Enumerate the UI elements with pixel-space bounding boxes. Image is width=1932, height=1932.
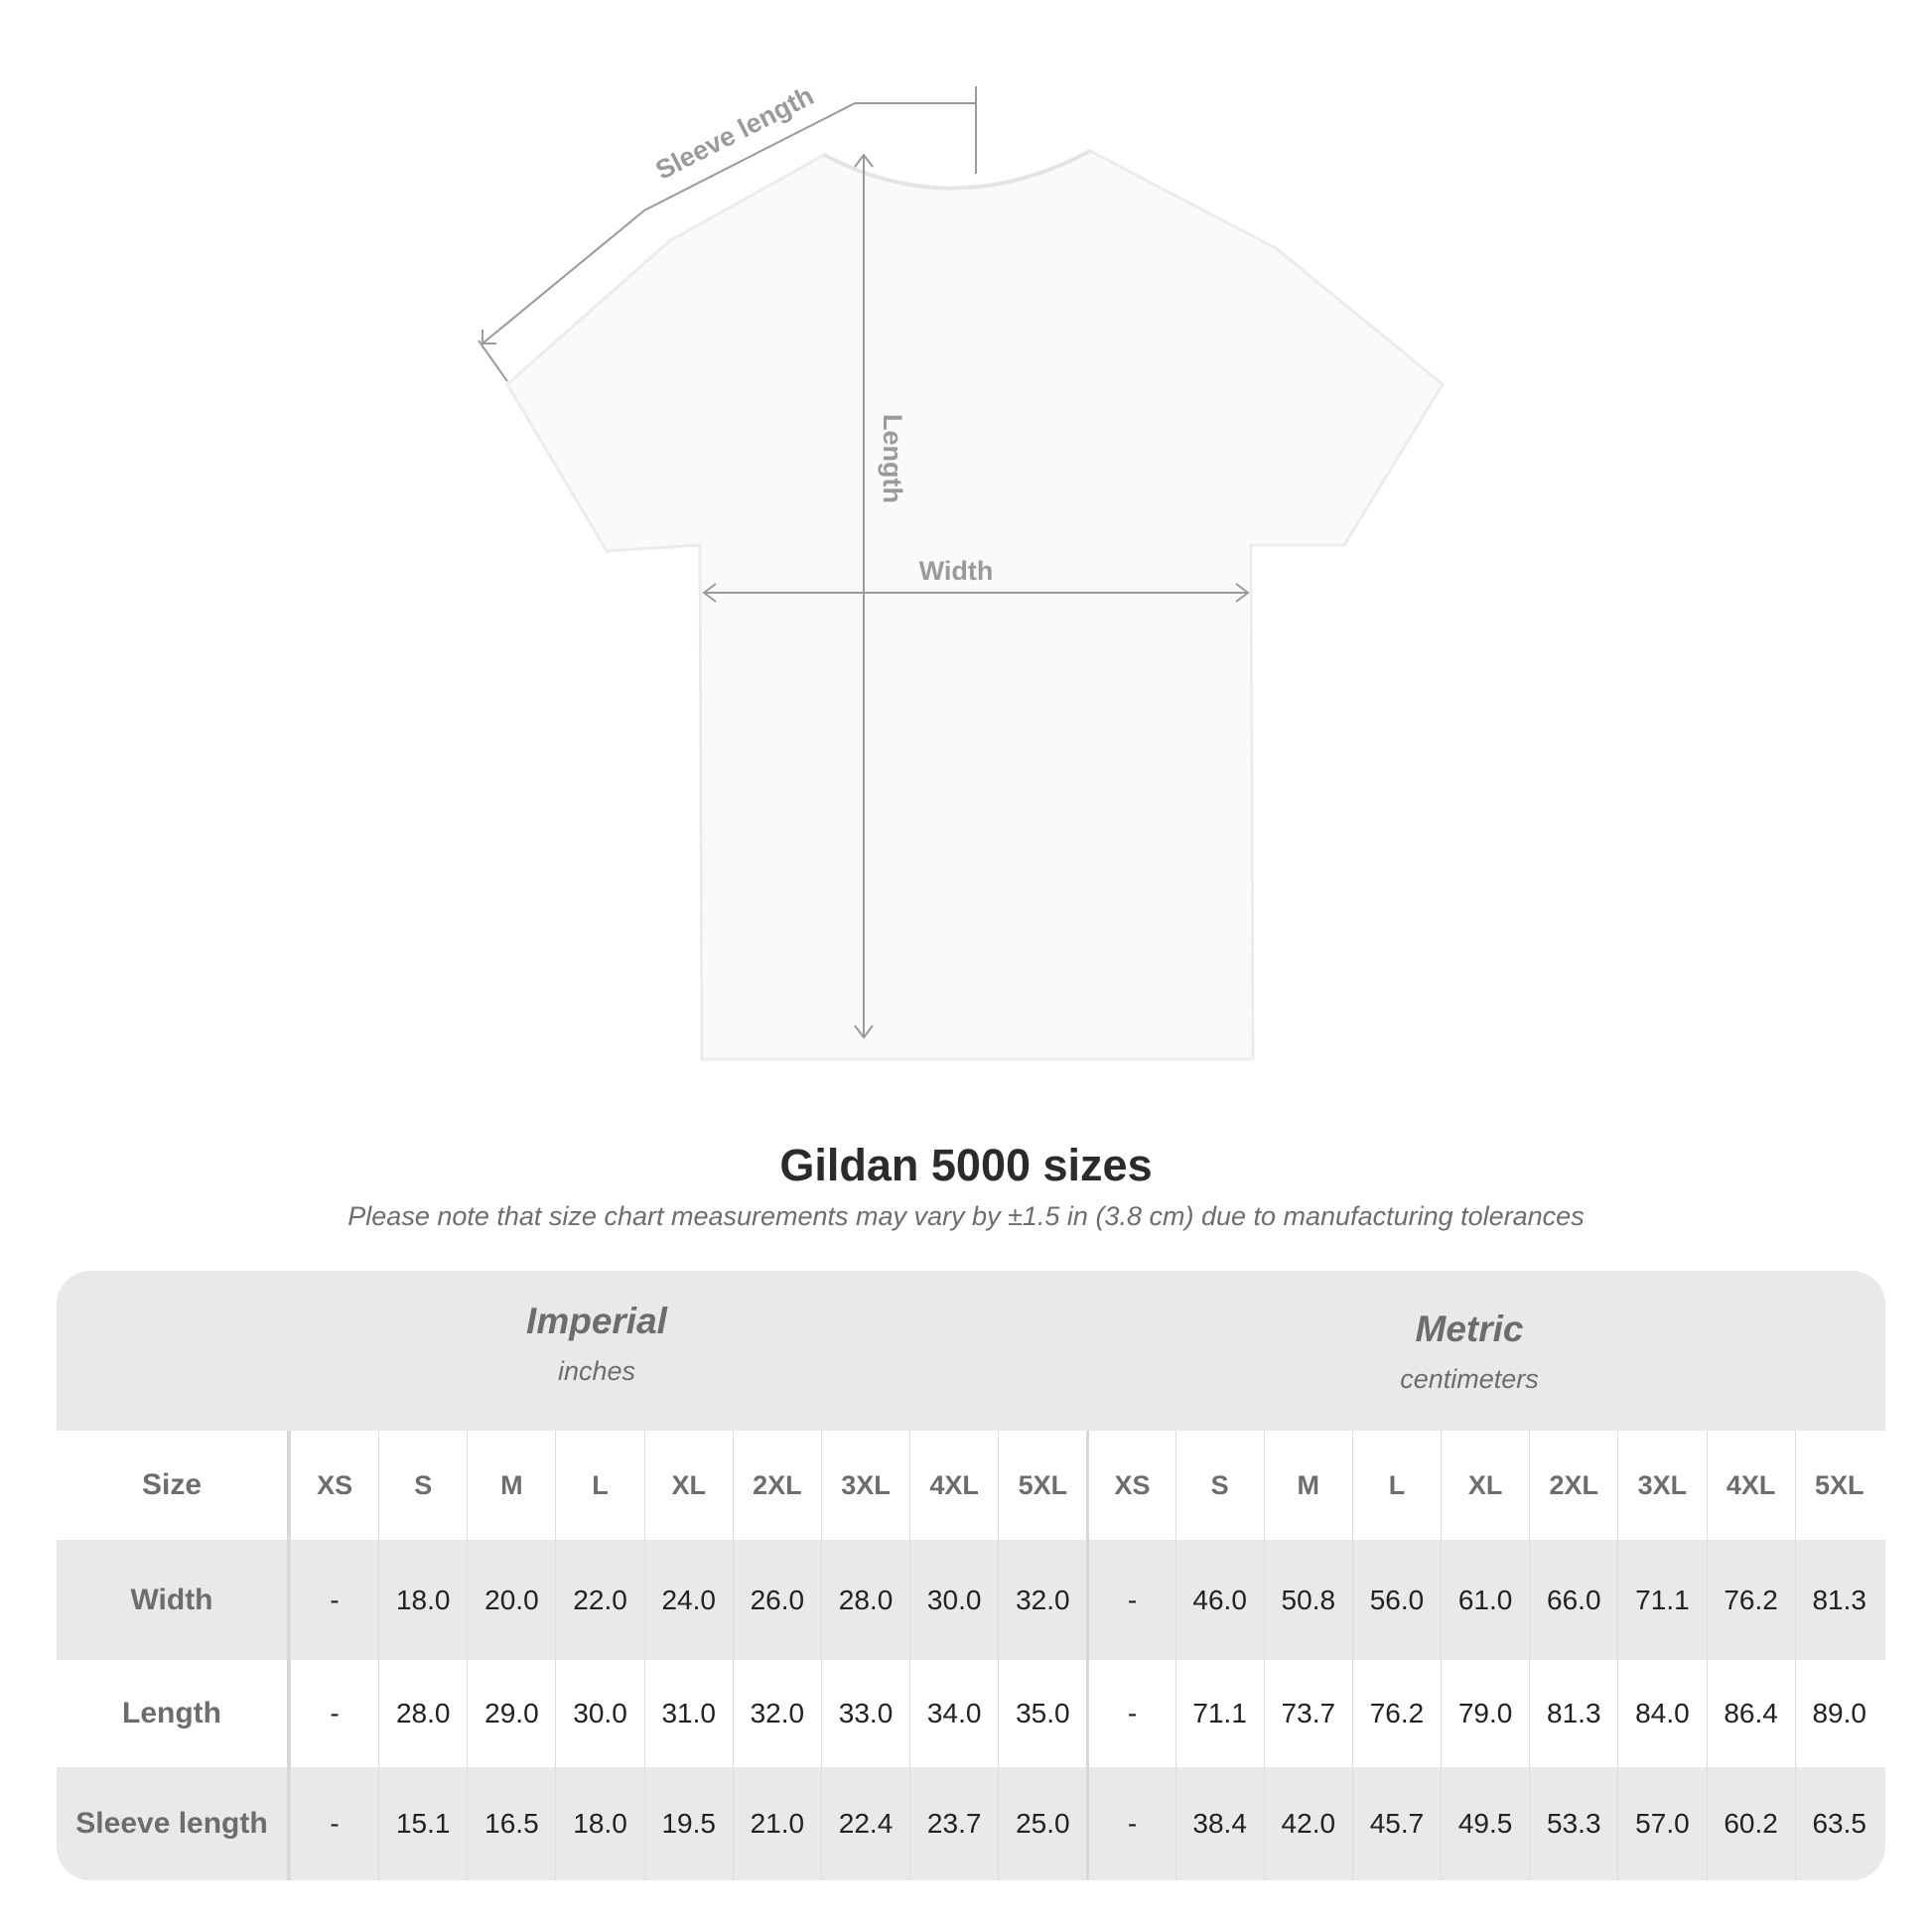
imperial-size-header: XL xyxy=(643,1431,733,1540)
size-table: Imperial inches Metric centimeters Size X… xyxy=(57,1271,1885,1880)
imperial-value-cell: 32.0 xyxy=(732,1660,821,1767)
metric-value-cell: 81.3 xyxy=(1794,1540,1883,1660)
imperial-value-cell: 32.0 xyxy=(998,1540,1086,1660)
tshirt-diagram: Sleeve length Length Width xyxy=(478,80,1445,1061)
metric-value-cell: - xyxy=(1086,1767,1174,1880)
metric-size-header: 2XL xyxy=(1529,1431,1617,1540)
metric-value-cell: - xyxy=(1086,1540,1174,1660)
metric-size-header: S xyxy=(1174,1431,1264,1540)
imperial-value-cell: 28.0 xyxy=(820,1540,909,1660)
width-label: Width xyxy=(919,556,994,586)
imperial-size-header: XS xyxy=(290,1431,378,1540)
imperial-value-cell: 18.0 xyxy=(555,1767,643,1880)
length-label: Length xyxy=(878,414,907,503)
metric-value-cell: 46.0 xyxy=(1174,1540,1264,1660)
imperial-value-cell: 20.0 xyxy=(467,1540,555,1660)
metric-value-cell: 89.0 xyxy=(1794,1660,1883,1767)
size-header-row: Size XS S M L XL 2XL 3XL 4XL 5XL XS S M L XL 2XL 3XL 4XL 5… xyxy=(57,1431,1885,1540)
sleeve-length-line xyxy=(482,102,976,345)
imperial-size-header: M xyxy=(467,1431,555,1540)
imperial-value-cell: - xyxy=(290,1767,378,1880)
imperial-value-cell: 26.0 xyxy=(732,1540,821,1660)
imperial-value-cell: 25.0 xyxy=(998,1767,1086,1880)
imperial-value-cell: 21.0 xyxy=(732,1767,821,1880)
metric-value-cell: 71.1 xyxy=(1617,1540,1706,1660)
metric-size-header: XS xyxy=(1086,1431,1174,1540)
imperial-size-header: S xyxy=(378,1431,467,1540)
imperial-value-cell: - xyxy=(290,1540,378,1660)
metric-size-header: M xyxy=(1263,1431,1352,1540)
metric-value-cell: 71.1 xyxy=(1174,1660,1264,1767)
imperial-size-header: 5XL xyxy=(998,1431,1086,1540)
imperial-size-header: L xyxy=(555,1431,643,1540)
imperial-value-cell: 15.1 xyxy=(378,1767,467,1880)
metric-value-cell: 42.0 xyxy=(1263,1767,1352,1880)
imperial-value-cell: 34.0 xyxy=(909,1660,998,1767)
metric-unit: centimeters xyxy=(1400,1364,1539,1394)
metric-value-cell: 45.7 xyxy=(1351,1767,1441,1880)
metric-value-cell: 50.8 xyxy=(1263,1540,1352,1660)
metric-size-header: XL xyxy=(1441,1431,1529,1540)
metric-value-cell: 56.0 xyxy=(1351,1540,1441,1660)
imperial-unit: inches xyxy=(557,1356,636,1386)
metric-size-header: 4XL xyxy=(1706,1431,1795,1540)
imperial-size-header: 3XL xyxy=(820,1431,909,1540)
imperial-title: Imperial xyxy=(526,1301,667,1341)
row-label: Size xyxy=(57,1431,290,1540)
metric-value-cell: 73.7 xyxy=(1263,1660,1352,1767)
metric-value-cell: 79.0 xyxy=(1441,1660,1529,1767)
imperial-value-cell: 30.0 xyxy=(909,1540,998,1660)
metric-size-header: 3XL xyxy=(1617,1431,1706,1540)
row-label: Length xyxy=(57,1660,290,1767)
metric-value-cell: 61.0 xyxy=(1441,1540,1529,1660)
imperial-value-cell: 23.7 xyxy=(909,1767,998,1880)
metric-value-cell: 81.3 xyxy=(1529,1660,1617,1767)
imperial-value-cell: 18.0 xyxy=(378,1540,467,1660)
metric-value-cell: 63.5 xyxy=(1794,1767,1883,1880)
metric-value-cell: 84.0 xyxy=(1617,1660,1706,1767)
metric-value-cell: - xyxy=(1086,1660,1174,1767)
imperial-value-cell: 29.0 xyxy=(467,1660,555,1767)
imperial-value-cell: - xyxy=(290,1660,378,1767)
imperial-value-cell: 19.5 xyxy=(643,1767,733,1880)
metric-size-header: L xyxy=(1351,1431,1441,1540)
metric-value-cell: 49.5 xyxy=(1441,1767,1529,1880)
tolerance-note: Please note that size chart measurements… xyxy=(347,1201,1585,1231)
sleeve-length-label: Sleeve length xyxy=(651,80,819,186)
metric-size-header: 5XL xyxy=(1794,1431,1883,1540)
row-label: Sleeve length xyxy=(57,1767,290,1880)
table-row: Sleeve length -15.1 16.5 18.0 19.5 21.0 22.4 23… xyxy=(57,1767,1885,1880)
imperial-value-cell: 24.0 xyxy=(643,1540,733,1660)
imperial-value-cell: 22.0 xyxy=(555,1540,643,1660)
table-row: Length -28.0 29.0 30.0 31.0 32.0 33.0 34.0 35.0-… xyxy=(57,1660,1885,1767)
metric-header: Metric centimeters xyxy=(1221,1309,1718,1395)
metric-value-cell: 86.4 xyxy=(1706,1660,1795,1767)
imperial-value-cell: 35.0 xyxy=(998,1660,1086,1767)
tshirt-image xyxy=(505,149,1445,1061)
imperial-value-cell: 22.4 xyxy=(820,1767,909,1880)
table-row: Width -18.0 20.0 22.0 24.0 26.0 28.0 30.0 32.0-4… xyxy=(57,1540,1885,1660)
metric-value-cell: 66.0 xyxy=(1529,1540,1617,1660)
metric-value-cell: 53.3 xyxy=(1529,1767,1617,1880)
imperial-value-cell: 31.0 xyxy=(643,1660,733,1767)
imperial-size-header: 2XL xyxy=(732,1431,821,1540)
imperial-value-cell: 30.0 xyxy=(555,1660,643,1767)
imperial-value-cell: 28.0 xyxy=(378,1660,467,1767)
metric-value-cell: 60.2 xyxy=(1706,1767,1795,1880)
page-title: Gildan 5000 sizes xyxy=(779,1140,1153,1190)
metric-value-cell: 76.2 xyxy=(1351,1660,1441,1767)
row-label: Width xyxy=(57,1540,290,1660)
metric-value-cell: 57.0 xyxy=(1617,1767,1706,1880)
unit-header: Imperial inches Metric centimeters xyxy=(57,1271,1885,1431)
metric-value-cell: 38.4 xyxy=(1174,1767,1264,1880)
metric-value-cell: 76.2 xyxy=(1706,1540,1795,1660)
metric-title: Metric xyxy=(1415,1309,1524,1349)
imperial-size-header: 4XL xyxy=(909,1431,998,1540)
imperial-value-cell: 16.5 xyxy=(467,1767,555,1880)
imperial-value-cell: 33.0 xyxy=(820,1660,909,1767)
imperial-header: Imperial inches xyxy=(348,1301,845,1387)
